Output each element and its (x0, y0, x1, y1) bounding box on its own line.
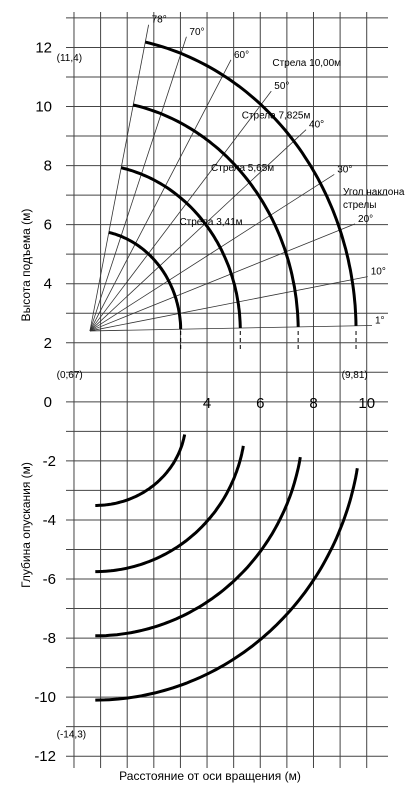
point-annotation: (0,67) (57, 370, 83, 381)
y-tick-label: -8 (43, 630, 56, 647)
reach-curves (95, 40, 359, 702)
series-label: Стрела 7,825м (242, 110, 311, 121)
y-tick-label: 0 (44, 394, 52, 411)
angle-ray (89, 223, 356, 332)
x-axis-title: Расстояние от оси вращения (м) (119, 769, 301, 783)
angle-ray (89, 325, 372, 332)
y-tick-label: -10 (34, 689, 56, 706)
angle-ray (89, 24, 149, 332)
upper-reach-curve (108, 230, 183, 330)
angle-label: 40° (309, 120, 324, 131)
angle-ray (89, 36, 187, 332)
angle-label: 50° (274, 81, 289, 92)
y-tick-label: -6 (43, 571, 56, 588)
angle-label: 60° (234, 50, 249, 61)
y-tick-label: -2 (43, 453, 56, 470)
point-annotation: (11,4) (57, 53, 82, 64)
y-tick-label: 10 (35, 99, 52, 116)
series-label: Стрела 3,41м (179, 217, 242, 228)
angle-ray (89, 174, 335, 332)
y-tick-label: 4 (44, 276, 52, 293)
angle-label: 20° (358, 214, 373, 225)
y-tick-label: -4 (43, 512, 56, 529)
lower-reach-curve (95, 467, 359, 702)
angle-title-line-2: стрелы (343, 200, 376, 211)
y-axis-lower-title: Глубина опускания (м) (19, 462, 33, 588)
angle-lines (89, 24, 372, 332)
x-tick-label: 8 (309, 395, 317, 412)
point-annotation: (-14,3) (57, 729, 86, 740)
y-axis-upper-title: Высота подъема (м) (19, 209, 33, 322)
angle-ray (89, 276, 368, 332)
series-label: Стрела 10,00м (272, 58, 341, 69)
angle-ray (89, 90, 272, 332)
y-tick-label: 2 (44, 335, 52, 352)
lower-reach-curve (95, 445, 245, 574)
lower-reach-curve (95, 456, 302, 638)
upper-reach-curve (120, 166, 242, 329)
angle-label: 30° (337, 164, 352, 175)
upper-reach-curve (144, 40, 358, 326)
angle-ray (89, 129, 307, 332)
upper-reach-curve (132, 103, 300, 327)
y-tick-label: 12 (35, 39, 52, 56)
grid (66, 12, 388, 768)
angle-label: 78° (152, 15, 167, 26)
x-tick-label: 4 (203, 395, 211, 412)
labels: 78° 70° 60° 50° 40° 30° 20° 10° 1° Стрела 10,00м С… (34, 15, 386, 765)
point-annotation: (9,81) (342, 370, 368, 381)
y-tick-label: -12 (34, 748, 56, 765)
y-tick-label: 6 (44, 217, 52, 234)
angle-label: 10° (371, 267, 386, 278)
angle-title-line-1: Угол наклона (343, 187, 405, 198)
angle-label: 1° (375, 315, 385, 326)
x-tick-label: 10 (358, 395, 375, 412)
series-label: Стрела 5,65м (211, 163, 274, 174)
y-tick-label: 8 (44, 158, 52, 175)
angle-label: 70° (189, 27, 204, 38)
lower-reach-curve (95, 434, 187, 507)
x-tick-label: 6 (256, 395, 264, 412)
angle-ray (89, 59, 232, 332)
